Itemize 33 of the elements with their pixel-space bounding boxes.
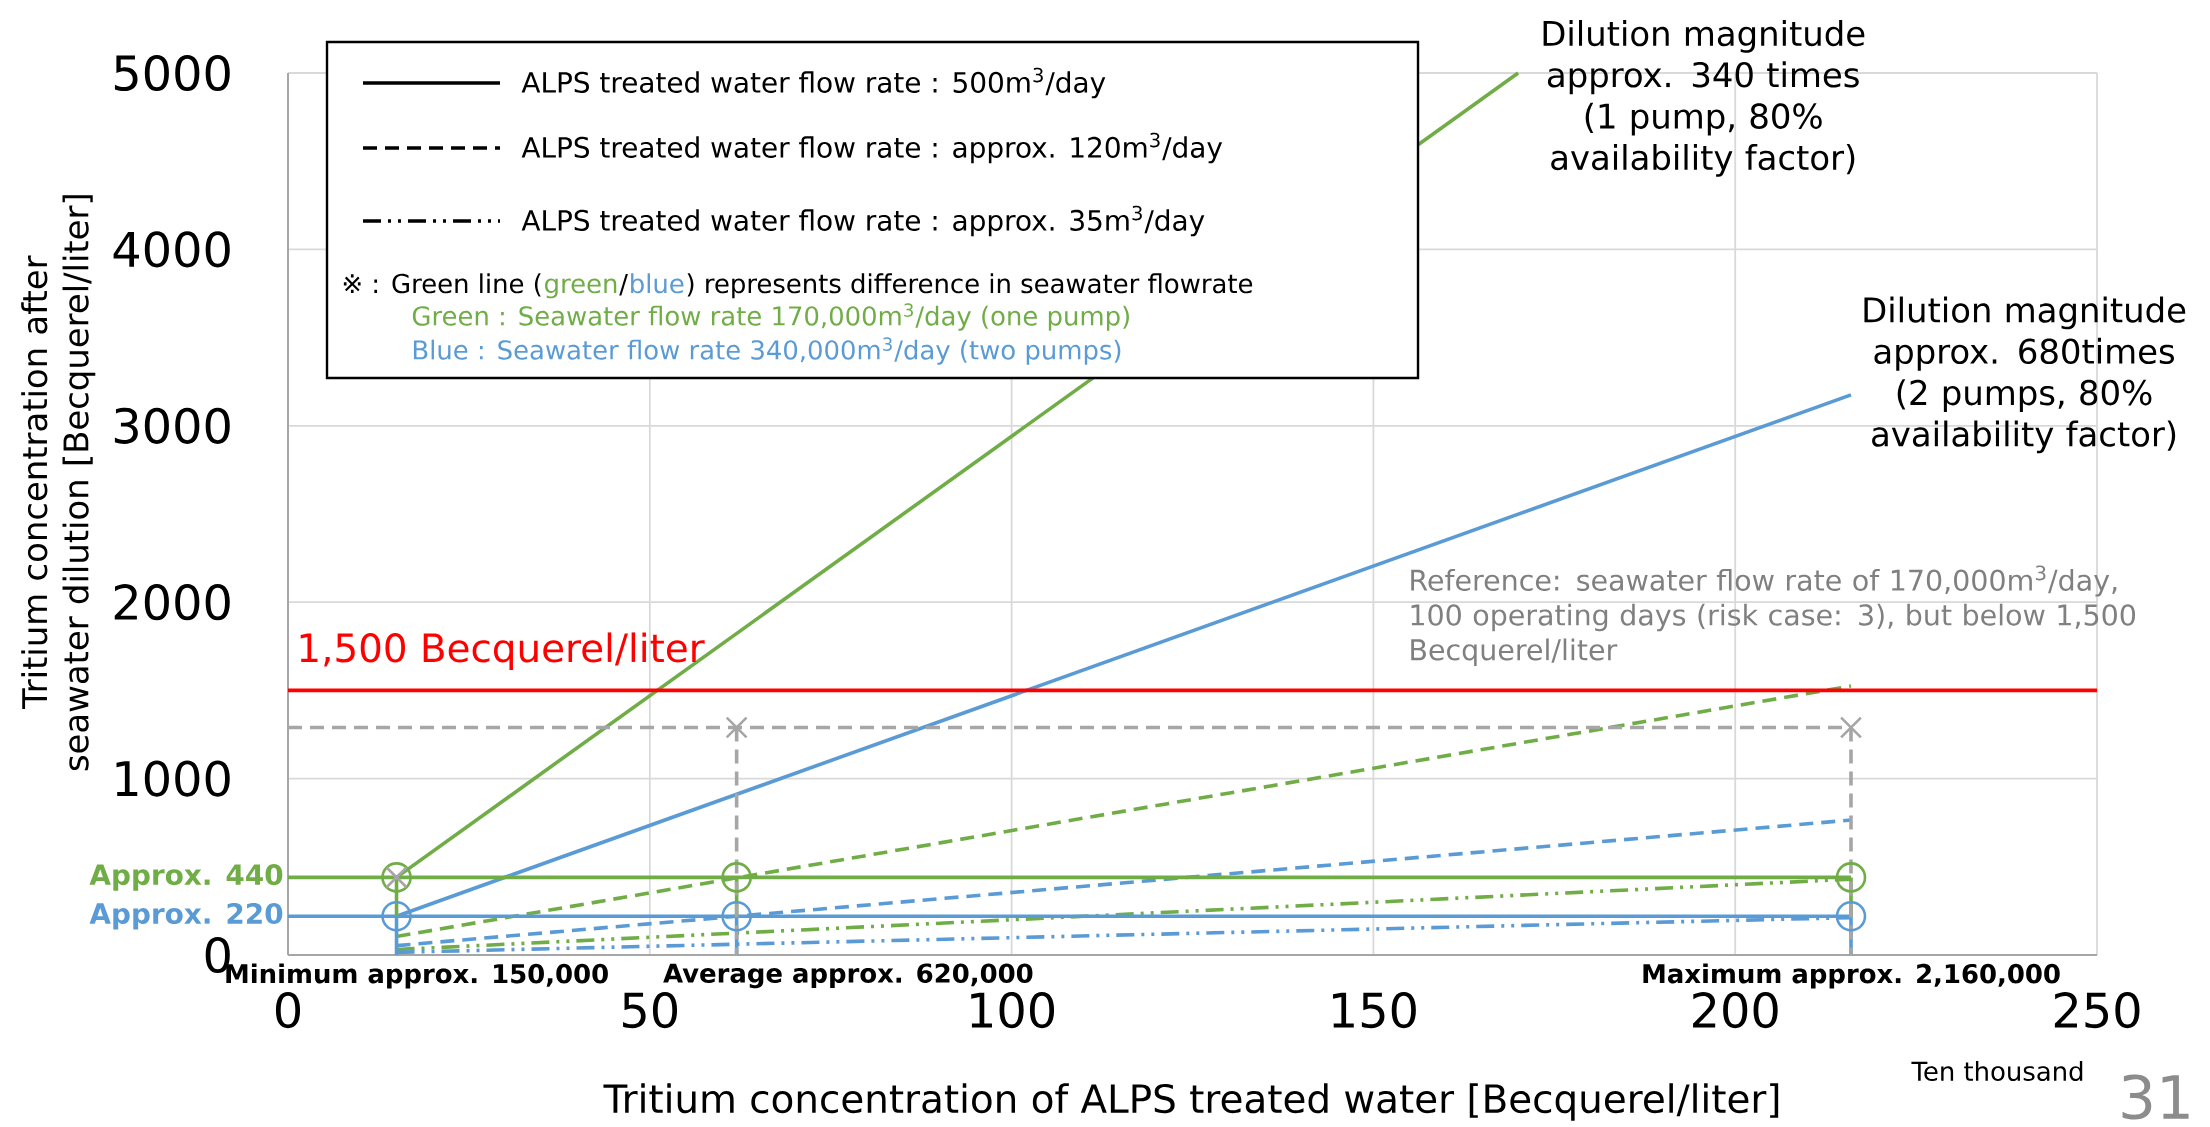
annotation: ) represents difference in seawater flowrate [687,273,1253,299]
text: Ten thousand [1911,1060,2083,1082]
y-axis-title: Tritium concentration after seawater dilution [Becquerel/liter] [21,195,96,771]
annotation: Dilution magnitude approx. 340 times (1 pump, 80% availability factor) [1543,20,1865,177]
y-tick-label: 2000 [114,584,230,621]
x-axis-title: Tritium concentration of ALPS treated water [Becquerel/liter] [603,1083,1779,1121]
y-tick-label: 4000 [113,231,230,268]
x-tick-label: 0 [275,992,301,1029]
annotation: Maximum approx. 2,160,000 [1643,963,2060,989]
y-tick-label: 1000 [116,760,230,797]
annotation: ALPS treated water flow rate : 500m$^{3}$/day [521,67,1106,99]
annotation: Average approx. 620,000 [663,963,1033,989]
x-tick-label: 100 [971,992,1055,1029]
x-tick-label: 50 [623,992,678,1029]
annotation: ALPS treated water flow rate : approx. 35m$^{3}$/day [521,205,1205,237]
annotation: Approx. 440 [89,864,283,891]
annotation: / [619,274,628,296]
annotation: ※ : Green line ( [343,273,541,297]
annotation: Approx. 220 [89,902,283,930]
annotation: ALPS treated water flow rate : approx. 120m$^{3}$/day [521,132,1223,164]
x-tick-label: 150 [1333,992,1416,1029]
ref-line-label: 1,500 Becquerel/liter [300,632,705,671]
x-tick-label: 250 [2054,992,2140,1029]
annotation: Reference: seawater flow rate of 170,000m$^{3}$/day, 100 operating days (risk case: 3), but below 1,500 Becquerel/liter [1411,565,2136,667]
y-tick-label: 3000 [114,407,230,444]
annotation: blue [631,273,684,294]
text: 31 [2122,1074,2189,1120]
annotation: Dilution magnitude approx. 680times (2 pumps, 80% availability factor) [1864,296,2186,454]
x-tick-label: 200 [1693,992,1778,1029]
annotation: green [545,278,617,299]
annotation: Blue : Seawater flow rate 340,000m$^{3}$/day (two pumps) [413,337,1121,365]
annotation: Green : Seawater flow rate 170,000m$^{3}$/day (one pump) [412,303,1129,331]
y-tick-label: 5000 [114,54,230,92]
